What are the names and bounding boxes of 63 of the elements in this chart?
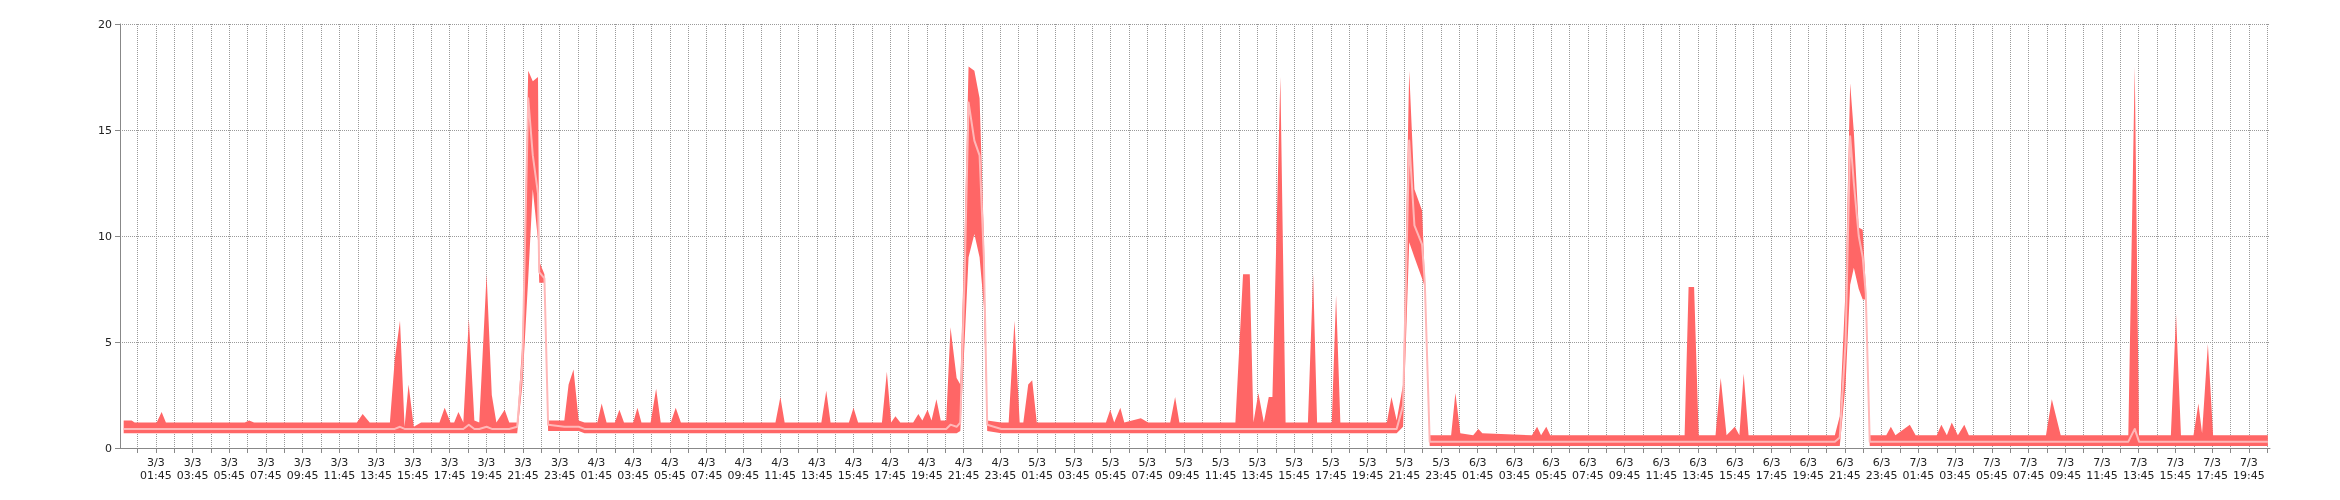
x-tick-label: 7/3 17:45 <box>2196 456 2229 482</box>
x-tick-label: 7/3 11:45 <box>2086 456 2118 482</box>
x-tick-label: 7/3 19:45 <box>2233 456 2265 482</box>
x-tick-label: 6/3 15:45 <box>1718 456 1751 482</box>
x-tick-label: 4/3 21:45 <box>947 456 980 482</box>
x-tick-label: 7/3 03:45 <box>1939 456 1971 482</box>
x-tick-label: 4/3 07:45 <box>690 456 723 482</box>
x-tick-label: 3/3 15:45 <box>397 456 429 482</box>
x-tick-label: 4/3 23:45 <box>984 456 1017 482</box>
x-tick-label: 5/3 01:45 <box>1021 456 1053 482</box>
y-tick-label: 15 <box>98 123 112 137</box>
x-tick-label: 5/3 21:45 <box>1388 456 1421 482</box>
x-tick-label: 4/3 13:45 <box>800 456 833 482</box>
x-tick-label: 3/3 09:45 <box>286 456 319 482</box>
x-tick-label: 3/3 11:45 <box>323 456 356 482</box>
x-tick-label: 5/3 03:45 <box>1057 456 1090 482</box>
x-tick-label: 4/3 03:45 <box>617 456 650 482</box>
x-tick-label: 4/3 01:45 <box>580 456 613 482</box>
x-tick-label: 6/3 01:45 <box>1461 456 1494 482</box>
y-tick-label: 20 <box>98 17 112 31</box>
x-tick-label: 7/3 01:45 <box>1902 456 1935 482</box>
x-tick-label: 6/3 05:45 <box>1535 456 1568 482</box>
x-tick-label: 7/3 05:45 <box>1975 456 2008 482</box>
x-tick-label: 6/3 23:45 <box>1865 456 1898 482</box>
x-tick-label: 6/3 19:45 <box>1792 456 1825 482</box>
x-tick-label: 3/3 13:45 <box>360 456 392 482</box>
x-tick-label: 6/3 11:45 <box>1645 456 1678 482</box>
x-tick-label: 5/3 15:45 <box>1278 456 1310 482</box>
x-tick-label: 5/3 09:45 <box>1168 456 1200 482</box>
x-tick-label: 4/3 19:45 <box>911 456 943 482</box>
x-tick-label: 6/3 03:45 <box>1498 456 1531 482</box>
x-tick-label: 6/3 21:45 <box>1829 456 1861 482</box>
y-tick-label: 5 <box>105 335 112 349</box>
x-tick-label: 7/3 13:45 <box>2122 456 2155 482</box>
x-tick-label: 5/3 23:45 <box>1425 456 1457 482</box>
y-tick-label: 10 <box>98 229 112 243</box>
x-tick-label: 3/3 01:45 <box>139 456 172 482</box>
y-tick-label: 0 <box>105 441 112 455</box>
x-tick-label: 3/3 21:45 <box>507 456 539 482</box>
x-tick-label: 3/3 17:45 <box>433 456 466 482</box>
x-tick-label: 4/3 11:45 <box>764 456 796 482</box>
x-tick-label: 4/3 09:45 <box>727 456 760 482</box>
x-tick-label: 4/3 17:45 <box>874 456 907 482</box>
x-tick-label: 3/3 23:45 <box>543 456 576 482</box>
x-tick-label: 6/3 07:45 <box>1572 456 1604 482</box>
x-tick-label: 7/3 07:45 <box>2012 456 2045 482</box>
x-tick-label: 7/3 09:45 <box>2049 456 2082 482</box>
x-tick-label: 6/3 09:45 <box>1608 456 1641 482</box>
x-tick-label: 5/3 07:45 <box>1131 456 1164 482</box>
x-tick-label: 5/3 11:45 <box>1204 456 1237 482</box>
x-tick-label: 3/3 07:45 <box>250 456 282 482</box>
x-tick-label: 7/3 15:45 <box>2159 456 2192 482</box>
x-tick-label: 5/3 19:45 <box>1351 456 1384 482</box>
x-tick-label: 6/3 13:45 <box>1682 456 1714 482</box>
x-tick-label: 4/3 15:45 <box>837 456 870 482</box>
x-tick-label: 5/3 17:45 <box>1315 456 1347 482</box>
x-tick-label: 5/3 05:45 <box>1094 456 1127 482</box>
x-tick-label: 3/3 05:45 <box>213 456 246 482</box>
x-tick-label: 5/3 13:45 <box>1241 456 1274 482</box>
x-tick-label: 3/3 19:45 <box>470 456 503 482</box>
x-tick-label: 6/3 17:45 <box>1755 456 1788 482</box>
x-tick-label: 4/3 05:45 <box>654 456 686 482</box>
x-tick-label: 3/3 03:45 <box>176 456 209 482</box>
